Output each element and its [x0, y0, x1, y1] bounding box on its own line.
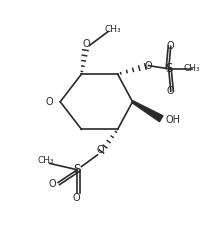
Text: CH₃: CH₃ [105, 25, 121, 34]
Text: O: O [46, 97, 54, 107]
Text: O: O [97, 145, 104, 155]
Text: O: O [145, 61, 152, 71]
Text: S: S [165, 62, 172, 75]
Text: O: O [83, 39, 91, 49]
Text: O: O [167, 42, 175, 51]
Text: CH₃: CH₃ [184, 64, 200, 73]
Text: O: O [72, 193, 80, 203]
Text: O: O [167, 86, 175, 96]
Text: OH: OH [165, 115, 180, 125]
Text: CH₃: CH₃ [37, 156, 54, 165]
Text: S: S [74, 163, 81, 176]
Text: O: O [49, 179, 56, 189]
Polygon shape [132, 101, 163, 122]
